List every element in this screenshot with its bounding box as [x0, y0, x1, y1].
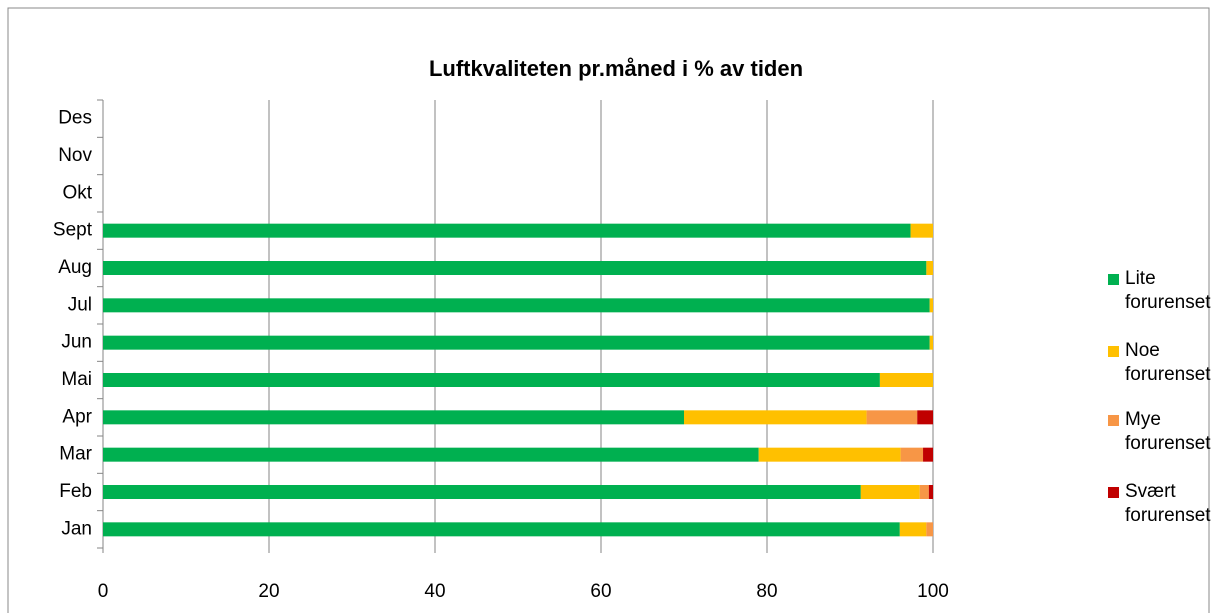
legend-label: Mye forurenset	[1125, 409, 1211, 454]
bar-segment	[928, 485, 933, 499]
y-tick-label: Des	[58, 108, 92, 129]
bar-segment	[910, 223, 933, 238]
x-tick-label: 0	[98, 581, 109, 602]
x-tick-label: 80	[756, 581, 777, 602]
bar-segment	[103, 410, 684, 425]
y-tick-label: Apr	[62, 406, 92, 427]
bar-segment	[103, 223, 911, 238]
bar-segment	[879, 373, 933, 387]
y-tick-label: Mar	[59, 444, 92, 465]
bar-segment	[103, 522, 900, 537]
legend-label: Lite forurenset	[1125, 268, 1211, 313]
y-tick-label: Nov	[58, 145, 92, 166]
y-tick-label: Jan	[61, 518, 92, 539]
bar-segment	[919, 485, 929, 499]
legend-label: Noe forurenset	[1125, 340, 1211, 385]
bar-segment	[929, 298, 933, 313]
bar-segment	[103, 298, 930, 313]
bar-segment	[899, 522, 927, 537]
chart-title: Luftkvaliteten pr.måned i % av tiden	[429, 56, 803, 81]
y-tick-label: Mai	[61, 369, 92, 390]
bar-segment	[103, 335, 930, 350]
y-tick-label: Jul	[68, 294, 92, 315]
y-tick-label: Okt	[62, 182, 92, 203]
bar-segment	[684, 410, 867, 425]
x-tick-label: 60	[590, 581, 611, 602]
bar-segment	[860, 485, 920, 499]
bar-segment	[926, 261, 933, 275]
bar-segment	[866, 410, 918, 425]
bar-segment	[926, 522, 933, 537]
legend-swatch	[1108, 415, 1119, 426]
y-tick-label: Aug	[58, 257, 92, 278]
bar-segment	[758, 447, 901, 462]
bar-segment	[929, 335, 933, 350]
legend-label: Svært forurenset	[1125, 481, 1211, 526]
legend-swatch	[1108, 274, 1119, 285]
bar-segment	[900, 447, 924, 462]
x-tick-label: 20	[258, 581, 279, 602]
y-tick-label: Jun	[61, 332, 92, 353]
x-tick-label: 40	[424, 581, 445, 602]
legend-swatch	[1108, 346, 1119, 357]
y-tick-label: Sept	[53, 220, 93, 241]
y-tick-label: Feb	[59, 481, 92, 502]
bar-segment	[103, 261, 927, 275]
bar-segment	[923, 447, 933, 462]
bar-segment	[103, 373, 880, 387]
legend-swatch	[1108, 487, 1119, 498]
bar-segment	[917, 410, 933, 425]
bar-segment	[103, 485, 861, 499]
bar-segment	[103, 447, 759, 462]
x-tick-label: 100	[917, 581, 949, 602]
